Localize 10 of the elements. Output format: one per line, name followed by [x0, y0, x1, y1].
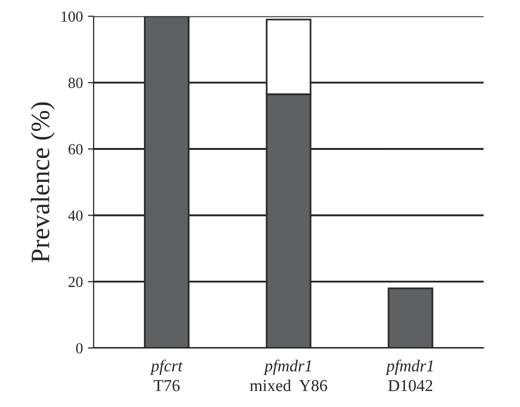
y-tick-label: 60 [68, 144, 83, 154]
y-tick-label: 40 [68, 210, 83, 221]
x-tick-label: pfmdr1 D1042 [385, 360, 433, 392]
y-tick-label: 100 [62, 11, 83, 22]
y-tick-label: 80 [68, 78, 83, 88]
y-tick-label: 20 [68, 276, 83, 288]
y-tick-label: 0 [76, 343, 83, 354]
x-tick-label: pfmdr1 mixed Y86 [250, 360, 328, 392]
y-axis-title: Prevalence (%) [30, 102, 55, 262]
x-tick-label: pfcrt T76 [150, 360, 183, 392]
